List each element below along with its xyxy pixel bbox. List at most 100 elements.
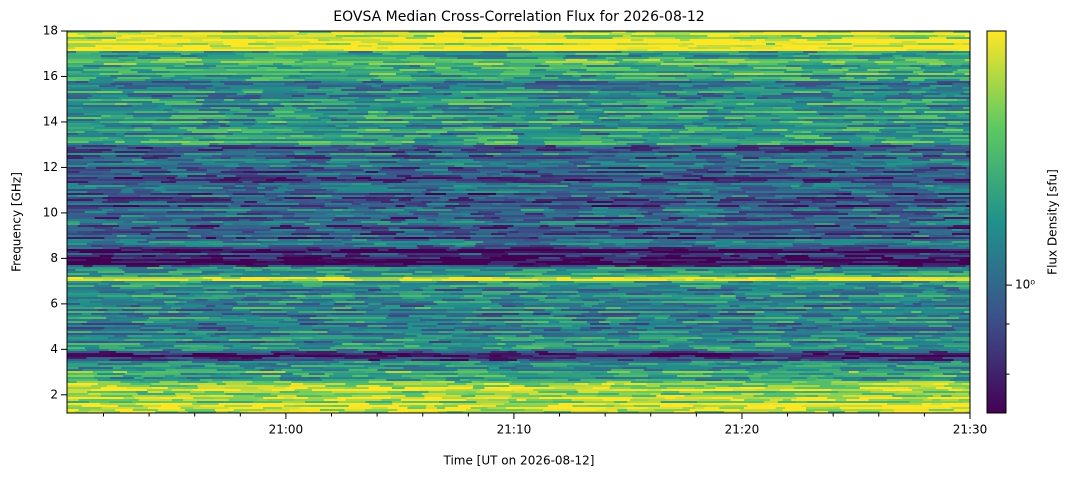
spectrogram-texture bbox=[572, 237, 590, 240]
spectrogram-texture bbox=[378, 235, 408, 238]
spectrogram-texture bbox=[343, 81, 363, 84]
spectrogram-texture bbox=[860, 83, 883, 86]
spectrogram-texture bbox=[685, 269, 709, 272]
spectrogram-texture bbox=[535, 99, 555, 102]
spectrogram-texture bbox=[368, 63, 407, 66]
spectrogram-texture bbox=[497, 91, 524, 94]
spectrogram-texture bbox=[287, 187, 322, 190]
spectrogram-texture bbox=[98, 283, 109, 286]
spectrogram-texture bbox=[80, 155, 101, 158]
spectrogram-texture bbox=[204, 147, 223, 150]
spectrogram-texture bbox=[106, 213, 145, 216]
spectrogram-texture bbox=[219, 225, 258, 228]
spectrogram-texture bbox=[786, 271, 814, 274]
spectrogram-texture bbox=[282, 85, 309, 88]
spectrogram-texture bbox=[624, 171, 661, 174]
spectrogram-texture bbox=[391, 143, 403, 146]
spectrogram-texture bbox=[589, 105, 612, 108]
spectrogram-texture bbox=[483, 265, 514, 268]
spectrogram-texture bbox=[201, 281, 223, 284]
spectrogram-texture bbox=[597, 55, 629, 58]
spectrogram-texture bbox=[910, 203, 933, 206]
spectrogram-texture bbox=[463, 105, 492, 108]
spectrogram-texture bbox=[773, 237, 796, 240]
spectrogram-texture bbox=[861, 139, 876, 142]
spectrogram-texture bbox=[933, 149, 945, 152]
spectrogram-texture bbox=[786, 69, 804, 72]
spectrogram-texture bbox=[630, 149, 653, 152]
spectrogram-texture bbox=[500, 37, 531, 40]
spectrogram-texture bbox=[701, 97, 737, 100]
spectrogram-texture bbox=[583, 257, 605, 260]
spectrogram-texture bbox=[658, 151, 692, 154]
spectrogram-texture bbox=[692, 121, 730, 124]
spectrogram-texture bbox=[893, 257, 929, 260]
spectrogram-texture bbox=[571, 97, 605, 100]
spectrogram-texture bbox=[715, 241, 733, 244]
spectrogram-texture bbox=[136, 63, 171, 66]
spectrogram-texture bbox=[195, 31, 224, 34]
spectrogram-texture bbox=[429, 163, 465, 166]
spectrogram-texture bbox=[894, 263, 924, 266]
spectrogram-texture bbox=[735, 167, 746, 170]
spectrogram-texture bbox=[295, 117, 319, 120]
spectrogram-texture bbox=[268, 51, 290, 54]
spectrogram-texture bbox=[593, 87, 614, 90]
spectrogram-texture bbox=[822, 261, 854, 264]
spectrogram-texture bbox=[717, 185, 749, 188]
spectrogram-texture bbox=[94, 249, 122, 252]
spectrogram-texture bbox=[140, 141, 165, 144]
spectrogram-texture bbox=[265, 171, 300, 174]
spectrogram-texture bbox=[425, 85, 450, 88]
spectrogram-texture bbox=[483, 79, 505, 82]
spectrogram-texture bbox=[808, 53, 845, 56]
spectrogram-texture bbox=[444, 195, 465, 198]
spectrogram-texture bbox=[607, 171, 626, 174]
spectrogram-texture bbox=[110, 183, 139, 186]
spectrogram-texture bbox=[679, 85, 694, 88]
spectrogram-texture bbox=[378, 249, 389, 252]
spectrogram-texture bbox=[401, 143, 429, 146]
spectrogram-texture bbox=[739, 255, 771, 258]
spectrogram-texture bbox=[372, 37, 407, 40]
spectrogram-texture bbox=[940, 261, 961, 264]
spectrogram-texture bbox=[410, 75, 431, 78]
spectrogram-texture bbox=[101, 117, 126, 120]
spectrogram-texture bbox=[434, 263, 471, 266]
spectrogram-texture bbox=[163, 113, 189, 116]
spectrogram-texture bbox=[571, 273, 581, 276]
spectrogram-texture bbox=[838, 189, 861, 192]
spectrogram-texture bbox=[545, 147, 557, 150]
spectrogram-texture bbox=[946, 63, 963, 66]
spectrogram-texture bbox=[680, 211, 711, 214]
spectrogram-texture bbox=[806, 103, 841, 106]
spectrogram-texture bbox=[860, 143, 874, 146]
spectrogram-texture bbox=[163, 141, 191, 144]
spectrogram-texture bbox=[334, 231, 372, 234]
spectrogram-texture bbox=[154, 153, 185, 156]
spectrogram-texture bbox=[315, 123, 344, 126]
spectrogram-texture bbox=[545, 61, 569, 64]
spectrogram-texture bbox=[308, 257, 324, 260]
spectrogram-texture bbox=[453, 231, 471, 234]
spectrogram-texture bbox=[929, 89, 945, 92]
spectrogram-texture bbox=[161, 43, 178, 46]
spectrogram-texture bbox=[512, 171, 538, 174]
spectrogram-texture bbox=[378, 127, 393, 130]
spectrogram-texture bbox=[718, 109, 738, 112]
spectrogram-texture bbox=[627, 55, 642, 58]
spectrogram-texture bbox=[405, 43, 424, 46]
spectrogram-texture bbox=[408, 159, 423, 162]
spectrogram-texture bbox=[608, 167, 636, 170]
spectrogram-texture bbox=[437, 141, 453, 144]
spectrogram-texture bbox=[394, 99, 429, 102]
spectrogram-texture bbox=[523, 219, 557, 222]
spectrogram-texture bbox=[886, 149, 911, 152]
spectrogram-texture bbox=[679, 39, 691, 42]
spectrogram-texture bbox=[184, 63, 204, 66]
spectrogram-texture bbox=[786, 173, 822, 176]
spectrogram-texture bbox=[294, 213, 327, 216]
spectrogram-texture bbox=[888, 47, 910, 50]
spectrogram-texture bbox=[766, 51, 779, 54]
spectrogram-texture bbox=[207, 127, 219, 130]
